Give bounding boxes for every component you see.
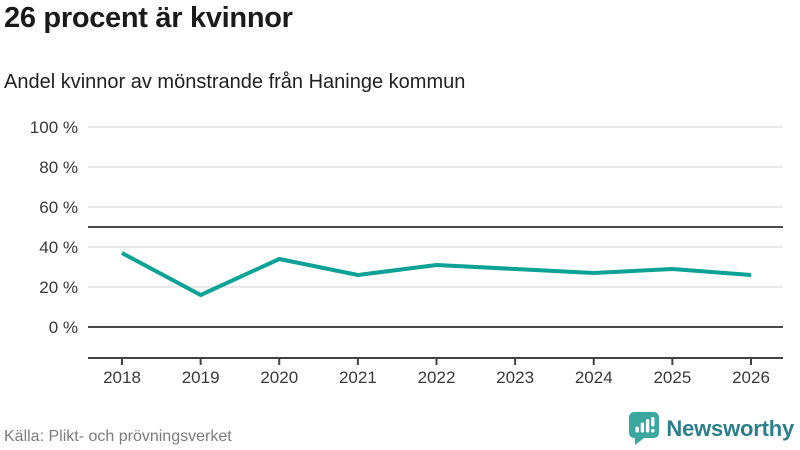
x-axis-labels: 2018 2019 2020 2021 2022 2023 2024 2025 2026: [103, 368, 770, 387]
y-tick-label: 80 %: [39, 158, 78, 177]
y-tick-label: 0 %: [49, 318, 78, 337]
newsworthy-bubble-icon: [629, 412, 660, 445]
source-note: Källa: Plikt- och prövningsverket: [4, 428, 232, 445]
y-tick-label: 60 %: [39, 198, 78, 217]
x-tick-label: 2019: [182, 368, 220, 387]
x-tick-label: 2023: [496, 368, 534, 387]
y-tick-label: 20 %: [39, 278, 78, 297]
y-tick-label: 100 %: [30, 118, 78, 137]
x-tick-label: 2026: [732, 368, 770, 387]
newsworthy-logo: Newsworthy: [629, 412, 794, 446]
x-tick-label: 2025: [653, 368, 691, 387]
data-line-andel-kvinnor: [121, 251, 752, 297]
x-tick-label: 2018: [103, 368, 141, 387]
y-tick-label: 40 %: [39, 238, 78, 257]
x-tick-label: 2022: [418, 368, 456, 387]
x-tick-label: 2020: [260, 368, 298, 387]
x-tick-label: 2024: [575, 368, 613, 387]
x-axis: [88, 357, 783, 365]
chart-subtitle: Andel kvinnor av mönstrande från Haninge…: [4, 71, 466, 93]
y-gridlines: [88, 126, 783, 328]
y-axis-labels: 0 % 20 % 40 % 60 % 80 % 100 %: [30, 118, 78, 337]
x-tick-label: 2021: [339, 368, 377, 387]
newsworthy-logo-text: Newsworthy: [666, 416, 794, 441]
chart-title: 26 procent är kvinnor: [4, 2, 293, 34]
